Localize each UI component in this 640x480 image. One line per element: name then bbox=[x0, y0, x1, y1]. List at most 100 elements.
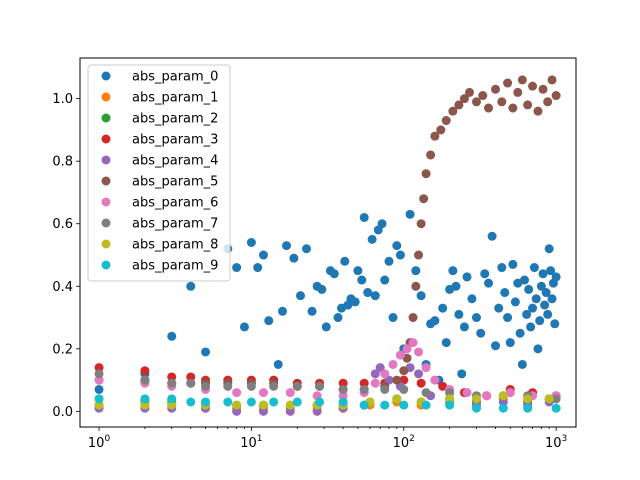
point-abs_param_9-16 bbox=[471, 403, 481, 413]
legend-entry: abs_param_1 bbox=[101, 91, 218, 106]
series-abs_param_4 bbox=[94, 363, 554, 416]
point-abs_param_6-10 bbox=[370, 378, 380, 388]
point-abs_param_5-19 bbox=[414, 250, 424, 260]
point-abs_param_9-7 bbox=[269, 397, 279, 407]
point-abs_param_0-74 bbox=[513, 278, 523, 288]
point-abs_param_8-5 bbox=[258, 400, 268, 410]
point-abs_param_0-13 bbox=[278, 306, 288, 316]
point-abs_param_0-24 bbox=[333, 313, 343, 323]
point-abs_param_5-26 bbox=[441, 116, 451, 126]
data-points bbox=[94, 75, 561, 416]
point-abs_param_0-55 bbox=[451, 281, 461, 291]
point-abs_param_0-16 bbox=[296, 291, 305, 301]
point-abs_param_0-23 bbox=[329, 269, 339, 279]
point-abs_param_9-19 bbox=[551, 403, 561, 413]
point-abs_param_9-12 bbox=[380, 400, 390, 410]
point-abs_param_6-22 bbox=[505, 388, 515, 398]
point-abs_param_0-89 bbox=[541, 288, 551, 298]
point-abs_param_4-4 bbox=[232, 406, 242, 416]
point-abs_param_6-6 bbox=[285, 388, 295, 398]
point-abs_param_0-61 bbox=[471, 313, 481, 323]
point-abs_param_0-33 bbox=[363, 288, 373, 298]
x-tick-label: 100 bbox=[88, 434, 111, 451]
y-tick-label: 0.2 bbox=[52, 342, 73, 357]
legend-label: abs_param_1 bbox=[132, 91, 218, 106]
legend-label: abs_param_9 bbox=[132, 259, 218, 274]
point-abs_param_9-14 bbox=[421, 400, 431, 410]
point-abs_param_0-32 bbox=[359, 212, 369, 222]
point-abs_param_0-63 bbox=[480, 269, 490, 279]
legend-entry: abs_param_5 bbox=[101, 175, 218, 190]
point-abs_param_0-6 bbox=[232, 263, 242, 273]
legend-label: abs_param_6 bbox=[132, 196, 218, 211]
point-abs_param_7-11 bbox=[359, 384, 369, 394]
point-abs_param_9-6 bbox=[246, 397, 256, 407]
point-abs_param_0-15 bbox=[289, 253, 299, 263]
series-abs_param_0 bbox=[94, 209, 561, 394]
legend-marker bbox=[101, 113, 111, 123]
y-tick-label: 0.4 bbox=[52, 280, 73, 295]
legend-entry: abs_param_2 bbox=[101, 112, 218, 127]
point-abs_param_7-9 bbox=[315, 381, 325, 391]
point-abs_param_9-17 bbox=[498, 403, 508, 413]
point-abs_param_3-2 bbox=[167, 372, 177, 382]
point-abs_param_5-28 bbox=[454, 100, 464, 110]
point-abs_param_3-11 bbox=[359, 378, 369, 388]
legend-marker bbox=[101, 176, 111, 186]
point-abs_param_7-1 bbox=[140, 375, 150, 385]
point-abs_param_6-11 bbox=[380, 369, 390, 379]
legend-entry: abs_param_0 bbox=[101, 70, 218, 85]
legend-label: abs_param_0 bbox=[132, 70, 218, 85]
point-abs_param_5-23 bbox=[426, 150, 436, 160]
point-abs_param_0-95 bbox=[550, 319, 560, 329]
point-abs_param_5-22 bbox=[421, 169, 431, 179]
point-abs_param_8-2 bbox=[167, 400, 177, 410]
point-abs_param_9-9 bbox=[315, 397, 325, 407]
point-abs_param_7-14 bbox=[421, 388, 431, 398]
x-tick-label: 102 bbox=[393, 434, 415, 451]
point-abs_param_5-30 bbox=[465, 87, 474, 97]
point-abs_param_0-81 bbox=[528, 303, 538, 313]
point-abs_param_0-65 bbox=[487, 231, 497, 241]
point-abs_param_7-3 bbox=[186, 378, 196, 388]
point-abs_param_3-1 bbox=[140, 366, 150, 376]
point-abs_param_3-0 bbox=[94, 363, 104, 373]
point-abs_param_9-0 bbox=[94, 394, 104, 404]
point-abs_param_6-4 bbox=[232, 388, 242, 398]
point-abs_param_6-16 bbox=[414, 347, 424, 357]
point-abs_param_7-5 bbox=[223, 381, 233, 391]
point-abs_param_0-0 bbox=[94, 384, 104, 394]
point-abs_param_5-38 bbox=[513, 87, 523, 97]
point-abs_param_0-54 bbox=[448, 266, 458, 276]
point-abs_param_0-18 bbox=[307, 306, 317, 316]
legend-label: abs_param_5 bbox=[132, 175, 218, 190]
legend-marker bbox=[101, 92, 111, 102]
point-abs_param_0-20 bbox=[317, 284, 327, 294]
point-abs_param_0-17 bbox=[302, 244, 312, 254]
axes-frame bbox=[79, 57, 577, 428]
point-abs_param_0-49 bbox=[430, 316, 440, 326]
point-abs_param_5-13 bbox=[392, 375, 402, 385]
point-abs_param_0-46 bbox=[416, 291, 426, 301]
point-abs_param_5-41 bbox=[528, 81, 538, 91]
point-abs_param_5-42 bbox=[533, 106, 543, 116]
point-abs_param_7-4 bbox=[201, 381, 211, 391]
series-abs_param_7 bbox=[94, 369, 561, 404]
point-abs_param_8-1 bbox=[140, 400, 150, 410]
point-abs_param_8-14 bbox=[498, 391, 508, 401]
point-abs_param_6-14 bbox=[402, 344, 412, 354]
point-abs_param_5-36 bbox=[503, 78, 513, 88]
point-abs_param_0-34 bbox=[367, 234, 377, 244]
point-abs_param_0-39 bbox=[384, 256, 394, 266]
point-abs_param_4-19 bbox=[498, 397, 508, 407]
x-axis: 100 101 102 103 bbox=[88, 427, 567, 451]
point-abs_param_6-13 bbox=[395, 350, 405, 360]
point-abs_param_9-8 bbox=[292, 397, 302, 407]
point-abs_param_0-62 bbox=[476, 328, 486, 338]
point-abs_param_9-3 bbox=[186, 397, 196, 407]
point-abs_param_8-6 bbox=[285, 400, 295, 410]
legend-box bbox=[87, 64, 231, 282]
point-abs_param_5-14 bbox=[399, 366, 409, 376]
point-abs_param_6-12 bbox=[388, 359, 398, 369]
point-abs_param_7-6 bbox=[246, 381, 256, 391]
